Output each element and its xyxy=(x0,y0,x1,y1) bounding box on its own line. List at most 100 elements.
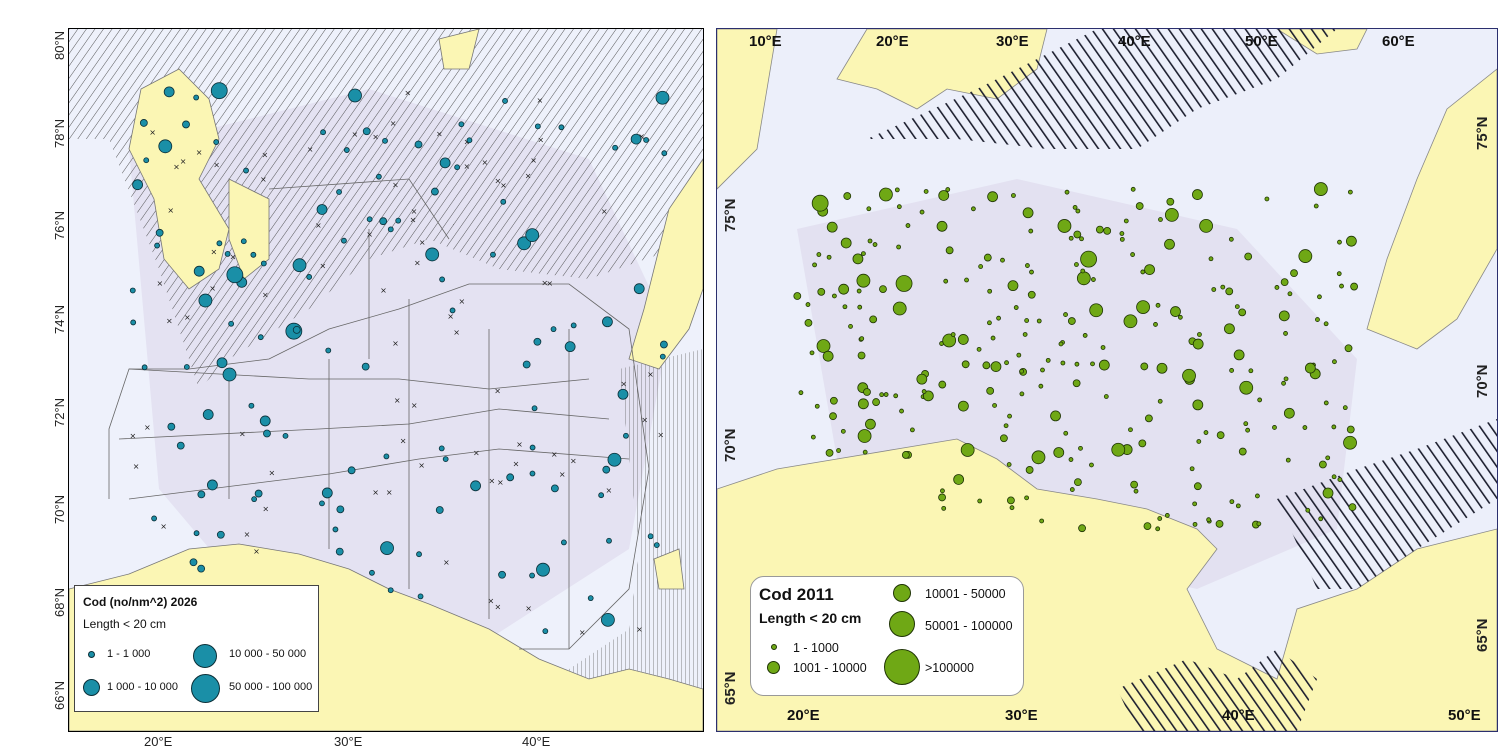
catch-circle xyxy=(1076,271,1091,286)
right-top-lon-50: 50°E xyxy=(1245,33,1278,50)
catch-circle xyxy=(1323,400,1329,406)
catch-circle xyxy=(829,396,838,405)
station-cross: × xyxy=(447,312,454,321)
catch-circle xyxy=(872,398,880,406)
catch-circle xyxy=(1073,230,1082,239)
catch-circle xyxy=(316,204,328,215)
north-islands-land xyxy=(438,29,480,70)
right-bottom-lon-50: 50°E xyxy=(1448,707,1481,724)
catch-circle xyxy=(319,500,325,507)
catch-circle xyxy=(905,223,911,228)
catch-circle xyxy=(222,367,237,382)
catch-circle xyxy=(151,515,158,522)
right-right-lat-65: 65°N xyxy=(1474,618,1491,652)
catch-circle xyxy=(1272,425,1277,430)
catch-circle xyxy=(1038,383,1044,389)
legend-circle-xlarge xyxy=(191,674,220,703)
right-top-lon-40: 40°E xyxy=(1118,33,1151,50)
catch-circle xyxy=(435,506,444,514)
catch-circle xyxy=(1123,218,1129,224)
catch-circle xyxy=(380,541,394,556)
catch-circle xyxy=(922,390,934,402)
catch-circle xyxy=(1164,207,1179,222)
catch-circle xyxy=(607,452,622,467)
station-cross: × xyxy=(166,317,173,326)
left-lat-label: 74°N xyxy=(68,299,72,329)
catch-circle xyxy=(500,198,507,205)
station-cross: × xyxy=(536,96,543,105)
catch-circle xyxy=(987,288,993,294)
catch-circle xyxy=(1063,430,1069,436)
catch-circle xyxy=(894,187,900,193)
catch-circle xyxy=(1058,341,1064,347)
catch-circle xyxy=(865,418,876,430)
svalbard-east-land xyxy=(228,178,270,280)
catch-circle xyxy=(1225,287,1234,296)
left-lat-label-78: 78°N xyxy=(52,118,67,148)
catch-circle xyxy=(362,127,371,136)
hatched-zone-east xyxy=(549,349,703,731)
catch-circle xyxy=(1069,487,1075,492)
catch-circle xyxy=(1348,503,1357,512)
catch-circle xyxy=(840,237,852,249)
catch-circle xyxy=(602,316,613,328)
left-legend-title: Cod (no/nm^2) 2026 xyxy=(83,595,198,609)
catch-circle xyxy=(945,187,951,192)
station-cross: × xyxy=(489,477,496,486)
right-top-lon-30: 30°E xyxy=(996,33,1029,50)
left-lat-label: 68°N xyxy=(68,584,72,614)
station-cross: × xyxy=(551,450,558,459)
catch-circle xyxy=(1053,447,1065,458)
catch-circle xyxy=(336,505,345,514)
catch-circle xyxy=(130,319,137,326)
catch-circle xyxy=(1216,431,1225,440)
catch-circle xyxy=(251,496,258,503)
catch-circle xyxy=(243,167,249,174)
right-bottom-lon-20: 20°E xyxy=(787,707,820,724)
catch-circle xyxy=(1298,249,1313,263)
right-top-lon-60: 60°E xyxy=(1382,33,1415,50)
station-cross: × xyxy=(436,130,443,139)
catch-circle xyxy=(957,400,969,412)
catch-circle xyxy=(1220,284,1226,290)
legend-circle-medium xyxy=(83,679,100,696)
catch-circle xyxy=(1064,189,1070,195)
catch-circle xyxy=(971,206,976,212)
catch-circle xyxy=(1019,368,1025,374)
catch-circle xyxy=(1229,499,1235,505)
station-cross: × xyxy=(537,136,544,145)
catch-circle xyxy=(1022,332,1028,337)
legend-circle-xlarge xyxy=(889,611,915,637)
catch-circle xyxy=(1133,488,1139,494)
catch-circle xyxy=(893,393,899,399)
left-legend: Cod (no/nm^2) 2026 Length < 20 cm 1 - 1 … xyxy=(74,585,319,712)
catch-circle xyxy=(660,340,668,349)
catch-circle xyxy=(257,334,264,341)
catch-circle xyxy=(1025,263,1030,268)
station-cross: × xyxy=(570,457,577,466)
legend-circle-xxlarge xyxy=(884,649,920,685)
catch-circle xyxy=(260,260,267,267)
catch-circle xyxy=(1170,306,1181,317)
catch-circle xyxy=(1215,519,1224,528)
catch-circle xyxy=(1098,359,1110,371)
catch-circle xyxy=(1313,203,1319,209)
catch-circle xyxy=(992,403,997,408)
catch-circle xyxy=(883,392,889,397)
catch-circle xyxy=(522,360,531,369)
left-lat-label: 66°N xyxy=(68,677,72,707)
catch-circle xyxy=(1229,368,1235,373)
catch-circle xyxy=(1153,322,1158,327)
right-legend: Cod 2011 Length < 20 cm 1 - 1000 1001 - … xyxy=(750,576,1024,696)
station-cross: × xyxy=(230,252,237,261)
catch-circle xyxy=(1111,442,1126,457)
catch-circle xyxy=(1342,405,1348,411)
catch-circle xyxy=(382,137,388,144)
catch-circle xyxy=(379,217,388,226)
station-cross: × xyxy=(392,339,399,348)
catch-circle xyxy=(1068,235,1074,241)
catch-circle xyxy=(1323,321,1329,327)
catch-circle xyxy=(189,558,198,567)
station-cross: × xyxy=(262,290,269,299)
left-lat-label: 70°N xyxy=(68,491,72,521)
